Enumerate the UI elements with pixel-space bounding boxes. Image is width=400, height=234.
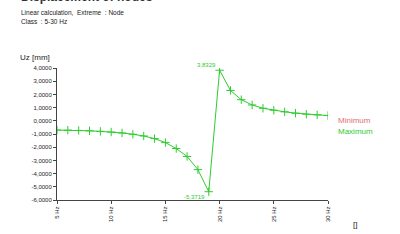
svg-text:1,0000: 1,0000 [33,105,52,111]
svg-text:-6,0000: -6,0000 [31,197,52,203]
svg-text:Displacement of nodes: Displacement of nodes [21,0,153,4]
svg-text:Minimum: Minimum [338,116,371,125]
svg-text:-5,3719: -5,3719 [184,194,205,200]
svg-text:0,0000: 0,0000 [33,118,52,124]
svg-text:-5,0000: -5,0000 [31,184,52,190]
svg-text:4,0000: 4,0000 [33,65,52,71]
svg-text:Class : 5-30 Hz: Class : 5-30 Hz [21,18,67,25]
svg-text:-1,0000: -1,0000 [31,131,52,137]
svg-text:2,0000: 2,0000 [33,92,52,98]
svg-text:-2,0000: -2,0000 [31,144,52,150]
svg-text:20 Hz: 20 Hz [217,206,223,222]
svg-text:5 Hz: 5 Hz [54,206,60,218]
svg-text:10 Hz: 10 Hz [108,206,114,222]
svg-text:3,0000: 3,0000 [33,78,52,84]
svg-text:-3,0000: -3,0000 [31,158,52,164]
svg-text:Maximum: Maximum [338,127,373,136]
svg-text:-4,0000: -4,0000 [31,171,52,177]
svg-text:Uz [mm]: Uz [mm] [20,53,50,62]
svg-text:25 Hz: 25 Hz [271,206,277,222]
svg-text:15 Hz: 15 Hz [162,206,168,222]
svg-text:[]: [] [353,220,357,229]
svg-text:30 Hz: 30 Hz [325,206,331,222]
svg-text:Linear calculation, Extreme: Linear calculation, Extreme : Node [21,9,124,16]
svg-text:3,8329: 3,8329 [197,62,216,68]
